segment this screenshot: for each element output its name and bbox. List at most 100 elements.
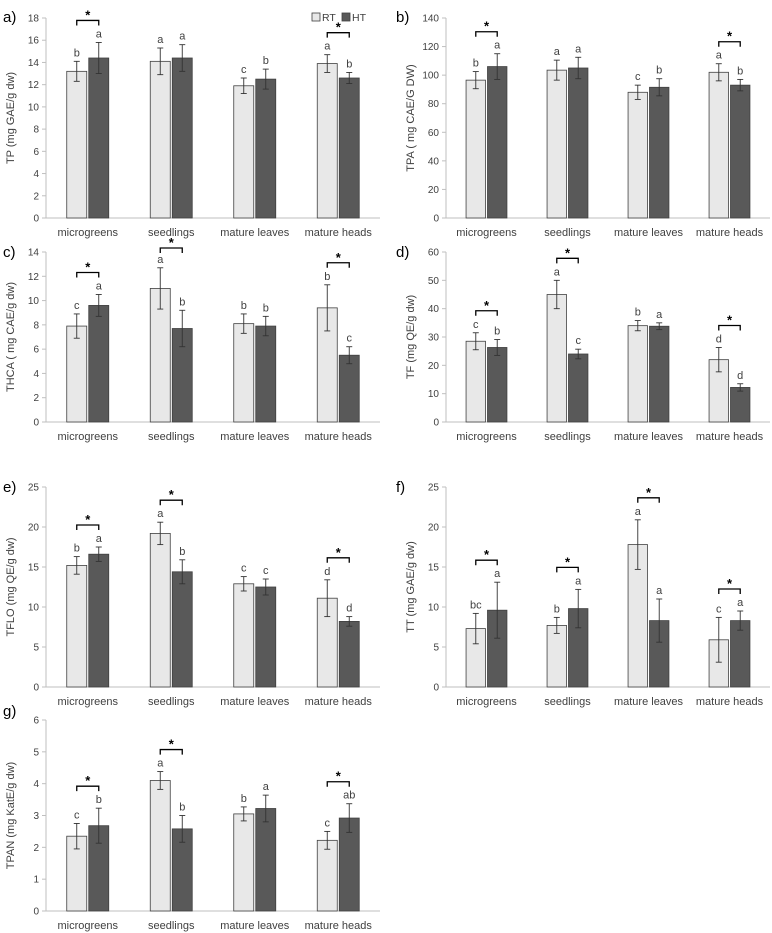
y-tick-label: 12 [28,80,40,91]
significance-letter: a [575,43,582,55]
x-tick-label: seedlings [544,227,591,239]
significance-letter: b [635,307,641,319]
chart-panel-b: b) TPA ( mg CAE/G DW) 0 20 40 60 80 100 120 140 mi… [396,9,770,239]
bar-ht [171,571,193,688]
bar-ht [255,808,277,912]
bar-rt [316,839,338,912]
significance-letter: a [157,34,164,46]
significance-letter: a [494,40,501,52]
chart-panel-c: c) THCA ( mg CAE/g dw) 0 2 4 6 8 10 12 14 microgre… [3,235,380,443]
y-axis-label: THCA ( mg CAE/g dw) [5,282,17,392]
significance-star: * [85,773,91,788]
bar-rt [233,583,255,688]
significance-letter: a [157,254,164,266]
y-tick-label: 120 [422,42,439,53]
y-tick-label: 14 [28,58,40,69]
y-tick-label: 5 [433,643,439,654]
significance-bracket [475,31,498,37]
bar-rt [149,60,171,219]
bar-ht [649,86,670,219]
y-tick-label: 80 [428,99,440,110]
panel-label: g) [3,703,16,720]
bar-rt [316,63,338,219]
x-tick-label: mature heads [696,227,764,239]
bar-ht [487,66,508,219]
y-tick-label: 6 [33,345,39,356]
significance-bracket [718,41,741,47]
y-tick-label: 30 [428,333,440,344]
y-tick-label: 18 [28,14,40,25]
y-tick-label: 2 [33,393,39,404]
y-tick-label: 12 [28,272,40,283]
y-tick-label: 20 [428,185,440,196]
bar-ht [487,347,508,423]
significance-letter: a [554,266,561,278]
significance-bracket [76,271,100,278]
x-tick-label: mature heads [305,696,373,708]
y-tick-label: 4 [33,779,39,790]
significance-bracket [556,566,579,573]
y-tick-label: 0 [33,907,39,918]
x-tick-label: mature heads [696,431,764,443]
bar-ht [568,67,589,219]
y-tick-label: 0 [433,418,439,429]
x-tick-label: mature heads [305,431,373,443]
chart-panel-f: f) TT (mg GAE/g dw) 0 5 10 15 20 25 microgreens b… [396,479,770,708]
bar-rt [708,71,729,219]
significance-star: * [336,769,342,784]
significance-letter: a [716,50,723,62]
significance-letter: a [324,41,331,53]
y-tick-label: 2 [33,191,39,202]
x-tick-label: mature heads [696,696,764,708]
significance-star: * [169,737,175,752]
significance-letter: a [157,508,164,520]
bar-ht [171,57,193,219]
x-tick-label: microgreens [57,696,118,708]
significance-bracket [475,310,498,316]
x-tick-label: mature leaves [220,227,290,239]
bar-ht [730,84,751,219]
bar-rt [149,780,171,912]
bar-ht [88,57,110,219]
significance-bracket [326,32,350,38]
significance-letter: b [737,65,743,77]
significance-letter: b [473,58,479,70]
significance-letter: b [324,271,330,283]
y-tick-label: 10 [428,389,440,400]
y-tick-label: 10 [28,603,40,614]
bar-rt [149,533,171,688]
significance-letter: a [96,281,103,293]
bar-ht [338,621,360,688]
significance-letter: c [575,335,581,347]
significance-bracket [475,559,498,566]
significance-letter: b [494,326,500,338]
significance-bracket [326,557,350,563]
y-tick-label: 3 [33,811,39,822]
y-tick-label: 15 [428,563,440,574]
significance-letter: d [737,370,743,382]
y-tick-label: 6 [33,147,39,158]
significance-star: * [85,7,91,22]
significance-letter: a [494,568,501,580]
x-tick-label: seedlings [148,920,195,932]
x-tick-label: microgreens [456,431,517,443]
significance-letter: c [325,817,331,829]
bar-ht [88,305,110,423]
significance-bracket [718,588,741,594]
x-tick-label: microgreens [456,227,517,239]
y-tick-label: 10 [28,102,40,113]
significance-bracket [159,247,183,253]
significance-bracket [326,781,350,787]
x-tick-label: seedlings [148,227,195,239]
significance-bracket [326,262,350,268]
y-tick-label: 16 [28,36,40,47]
x-tick-label: microgreens [57,920,118,932]
significance-bracket [718,324,741,331]
chart-panel-d: d) TF (mg QE/g dw) 0 10 20 30 40 50 60 microgreen… [396,244,770,443]
panel-label: e) [3,479,16,496]
y-tick-label: 15 [28,563,40,574]
x-tick-label: mature leaves [220,920,290,932]
significance-letter: b [74,47,80,59]
significance-letter: a [575,575,582,587]
x-tick-label: mature leaves [220,696,290,708]
